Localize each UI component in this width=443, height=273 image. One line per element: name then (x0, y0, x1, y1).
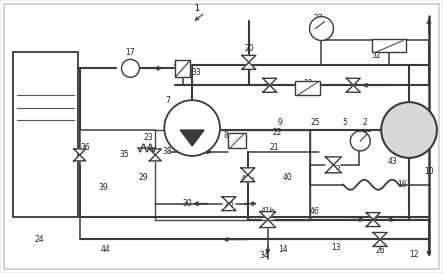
Text: 34: 34 (260, 251, 270, 260)
Text: 37: 37 (179, 106, 188, 115)
Text: 2: 2 (363, 118, 368, 127)
Text: 46: 46 (310, 207, 319, 216)
Text: 41a: 41a (241, 175, 255, 184)
Text: 24: 24 (34, 235, 44, 244)
Text: 14: 14 (278, 245, 288, 254)
Text: 33: 33 (191, 68, 201, 77)
Polygon shape (74, 149, 85, 155)
Text: 5: 5 (342, 118, 347, 127)
Text: 6: 6 (201, 124, 206, 133)
Text: 15: 15 (369, 213, 378, 222)
Text: 29: 29 (139, 173, 148, 182)
Text: 44: 44 (101, 245, 110, 254)
Text: 38: 38 (163, 147, 172, 156)
Text: 35: 35 (120, 150, 129, 159)
Text: 9: 9 (277, 118, 282, 127)
Circle shape (164, 100, 220, 156)
Text: 4: 4 (404, 150, 408, 159)
Text: 32: 32 (371, 51, 381, 60)
Polygon shape (149, 149, 161, 155)
Bar (295, 81, 320, 95)
Polygon shape (241, 168, 255, 175)
Polygon shape (242, 55, 256, 62)
Text: 17: 17 (126, 48, 135, 57)
Circle shape (310, 17, 334, 40)
Polygon shape (175, 60, 190, 77)
Polygon shape (346, 85, 360, 92)
Text: 3: 3 (428, 121, 433, 130)
Polygon shape (180, 130, 204, 146)
Bar (228, 133, 246, 148)
Text: 10: 10 (424, 167, 434, 176)
Polygon shape (260, 219, 276, 227)
Circle shape (350, 131, 370, 151)
Polygon shape (222, 197, 236, 204)
Polygon shape (346, 78, 360, 85)
Polygon shape (241, 175, 255, 182)
Circle shape (381, 102, 437, 158)
Polygon shape (149, 155, 161, 161)
Polygon shape (242, 62, 256, 69)
Text: 18: 18 (349, 79, 358, 88)
Text: 47: 47 (265, 79, 275, 88)
Text: 12: 12 (409, 250, 419, 259)
Polygon shape (366, 219, 380, 227)
Text: 40: 40 (283, 173, 292, 182)
Text: 11: 11 (414, 138, 424, 147)
Text: 39: 39 (99, 183, 109, 192)
Polygon shape (260, 212, 276, 219)
Text: 31: 31 (173, 133, 183, 143)
Text: 30: 30 (183, 199, 192, 208)
Text: 41b: 41b (260, 207, 275, 216)
Text: 13: 13 (332, 243, 341, 252)
Polygon shape (373, 233, 387, 239)
Text: 42: 42 (332, 165, 341, 174)
Text: 43: 43 (387, 157, 397, 166)
Text: 7: 7 (165, 96, 170, 105)
Text: 8a: 8a (223, 130, 233, 140)
Text: 45: 45 (358, 130, 367, 140)
Text: 26: 26 (375, 246, 385, 255)
Text: 20: 20 (244, 44, 254, 53)
Polygon shape (326, 157, 342, 165)
Polygon shape (373, 239, 387, 247)
Text: 19: 19 (303, 79, 312, 88)
Polygon shape (326, 165, 342, 173)
Polygon shape (366, 213, 380, 219)
Text: 36: 36 (81, 143, 90, 152)
Text: 25: 25 (311, 118, 320, 127)
Text: 1: 1 (194, 4, 198, 13)
Text: 23: 23 (144, 133, 153, 143)
Polygon shape (222, 204, 236, 211)
Text: 27: 27 (314, 14, 323, 23)
Polygon shape (74, 155, 85, 161)
Polygon shape (263, 85, 277, 92)
Text: 21: 21 (270, 143, 280, 152)
Text: 16: 16 (397, 180, 407, 189)
Polygon shape (263, 78, 277, 85)
Text: 8b: 8b (187, 147, 197, 156)
Text: 1: 1 (194, 4, 198, 13)
Bar (13, 52, 78, 216)
Circle shape (121, 60, 140, 77)
Text: 22: 22 (273, 127, 283, 136)
Text: 28: 28 (224, 199, 234, 208)
Bar (372, 38, 406, 52)
